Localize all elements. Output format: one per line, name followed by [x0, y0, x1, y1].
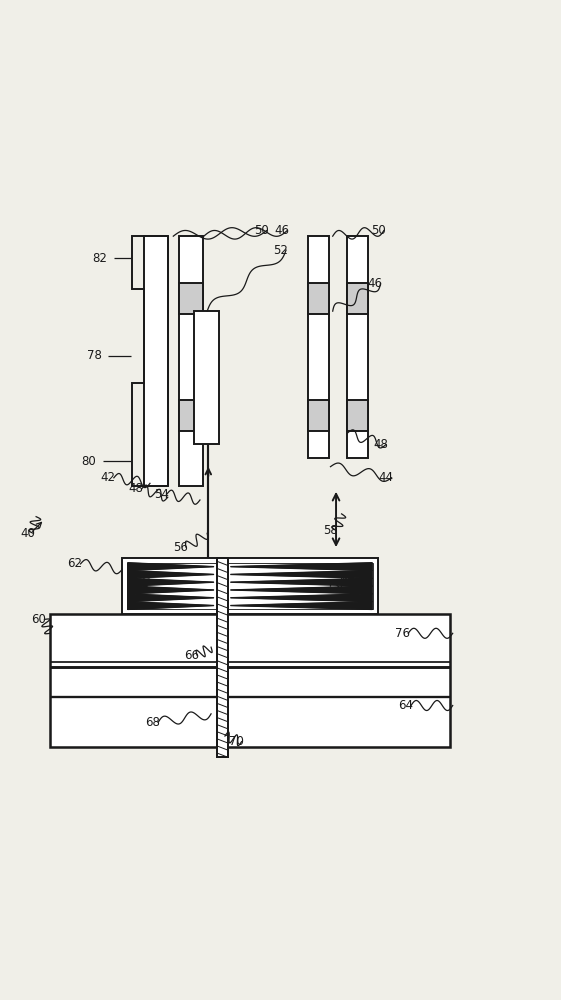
Bar — [309, 283, 329, 314]
Polygon shape — [128, 578, 214, 586]
Text: 48: 48 — [373, 438, 388, 451]
Polygon shape — [128, 586, 214, 594]
Polygon shape — [128, 602, 214, 609]
Text: 50: 50 — [371, 224, 385, 237]
Text: 76: 76 — [395, 627, 410, 640]
Polygon shape — [231, 563, 372, 571]
Text: 82: 82 — [93, 252, 107, 265]
Text: 48: 48 — [128, 482, 144, 495]
Text: 54: 54 — [154, 488, 168, 501]
Polygon shape — [231, 586, 372, 594]
Text: 56: 56 — [173, 541, 188, 554]
Polygon shape — [128, 594, 214, 602]
Text: 66: 66 — [184, 649, 199, 662]
Bar — [195, 311, 219, 444]
Text: 78: 78 — [87, 349, 102, 362]
Bar — [217, 558, 228, 757]
Polygon shape — [128, 571, 214, 578]
Text: 46: 46 — [274, 224, 289, 237]
Bar — [347, 236, 368, 458]
Bar — [122, 558, 378, 614]
Polygon shape — [231, 594, 372, 602]
Polygon shape — [128, 563, 214, 571]
Bar — [217, 558, 228, 757]
Bar — [347, 400, 368, 431]
Bar — [180, 400, 203, 431]
Text: 64: 64 — [398, 699, 413, 712]
Text: 68: 68 — [145, 716, 160, 729]
Polygon shape — [231, 578, 372, 586]
Bar — [309, 400, 329, 431]
Text: 50: 50 — [254, 224, 268, 237]
Polygon shape — [231, 602, 372, 609]
Text: 44: 44 — [379, 471, 393, 484]
Bar — [144, 236, 168, 486]
Bar — [180, 236, 203, 486]
Bar — [50, 614, 450, 747]
Text: 52: 52 — [273, 244, 288, 257]
Bar — [347, 283, 368, 314]
Text: 40: 40 — [20, 527, 35, 540]
Text: 60: 60 — [31, 613, 47, 626]
Bar — [309, 236, 329, 458]
Text: 72: 72 — [131, 574, 146, 587]
Text: 70: 70 — [229, 735, 243, 748]
Polygon shape — [231, 571, 372, 578]
Text: 46: 46 — [367, 277, 383, 290]
Text: 74: 74 — [339, 571, 355, 584]
Text: 42: 42 — [101, 471, 116, 484]
Text: 80: 80 — [81, 455, 96, 468]
Bar — [180, 283, 203, 314]
Bar — [127, 563, 373, 609]
Text: 62: 62 — [67, 557, 82, 570]
Text: 58: 58 — [323, 524, 338, 537]
